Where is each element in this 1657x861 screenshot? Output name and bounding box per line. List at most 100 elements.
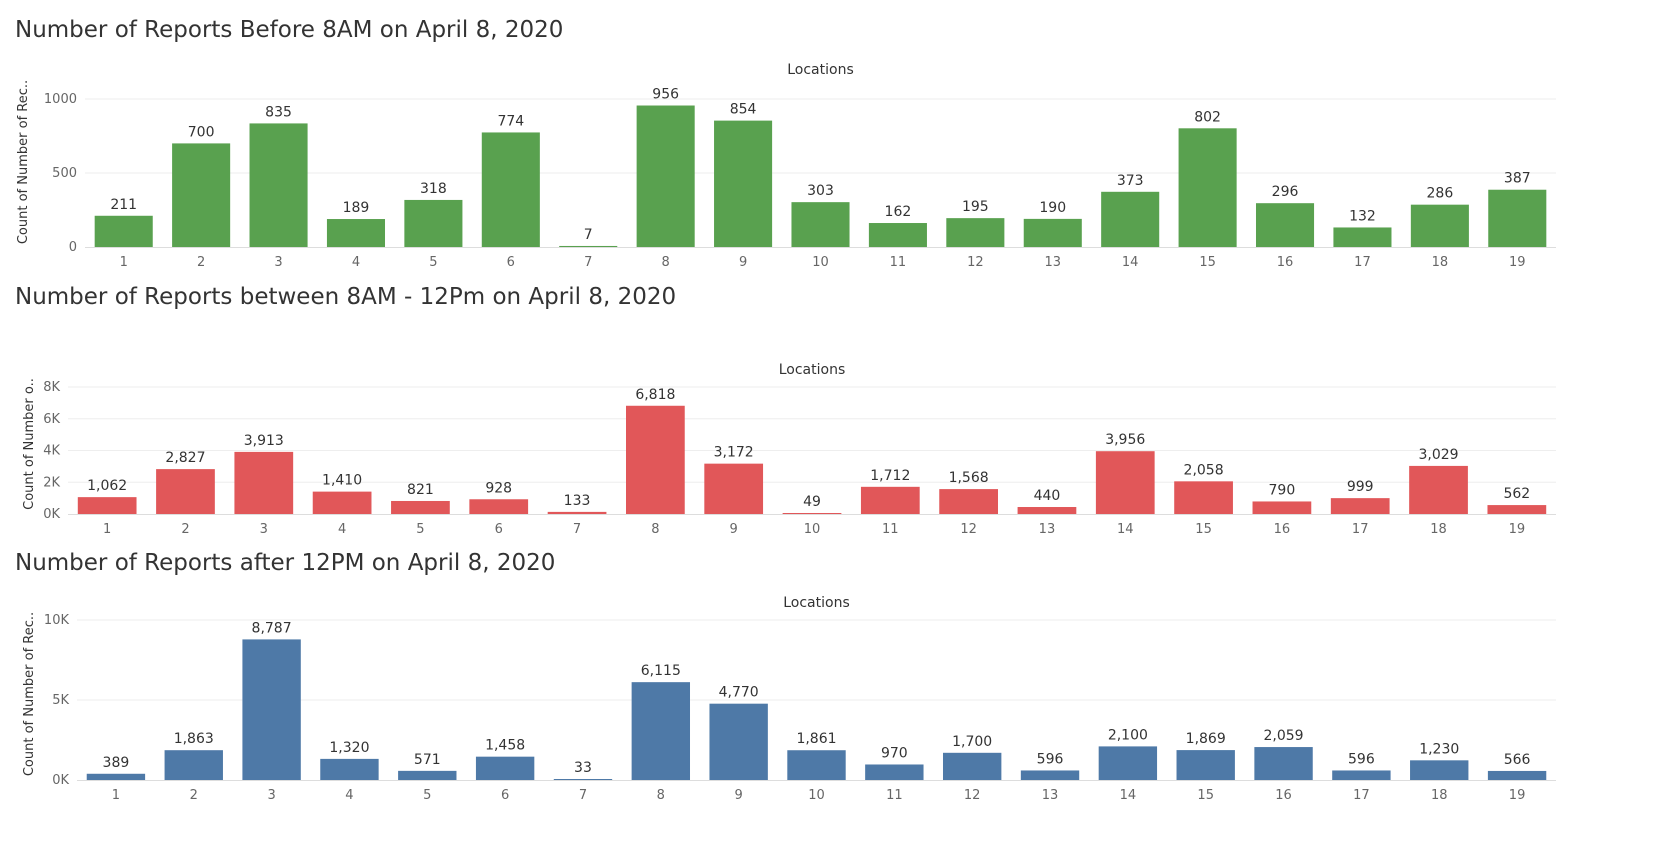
x-tick-label: 2 bbox=[190, 788, 198, 803]
x-tick-label: 5 bbox=[429, 255, 437, 270]
bar-value-label: 956 bbox=[652, 87, 679, 103]
bar-value-label: 132 bbox=[1349, 208, 1376, 224]
bar-value-label: 133 bbox=[564, 493, 591, 509]
bar bbox=[475, 756, 535, 780]
bar-value-label: 835 bbox=[265, 104, 292, 120]
x-tick-label: 10 bbox=[812, 255, 829, 270]
bar-value-label: 928 bbox=[485, 480, 512, 496]
bar-value-label: 33 bbox=[574, 760, 592, 776]
y-tick-label: 4K bbox=[43, 444, 60, 459]
bar bbox=[865, 764, 924, 780]
x-tick-label: 15 bbox=[1199, 255, 1216, 270]
bar bbox=[1255, 203, 1315, 247]
bar bbox=[791, 202, 850, 247]
bar bbox=[1023, 218, 1082, 247]
x-tick-label: 18 bbox=[1432, 255, 1449, 270]
bar bbox=[242, 639, 301, 780]
bar bbox=[553, 779, 613, 780]
bar-value-label: 1,863 bbox=[174, 731, 214, 747]
bar bbox=[1098, 746, 1158, 780]
bar-value-label: 596 bbox=[1037, 751, 1064, 767]
x-tick-label: 2 bbox=[197, 255, 205, 270]
bar-value-label: 970 bbox=[881, 745, 908, 761]
bar bbox=[404, 199, 463, 247]
x-tick-label: 11 bbox=[882, 522, 899, 537]
bar-value-label: 6,818 bbox=[635, 387, 675, 403]
x-tick-label: 15 bbox=[1197, 788, 1214, 803]
x-tick-label: 3 bbox=[267, 788, 275, 803]
y-tick-label: 0K bbox=[43, 507, 60, 522]
bar bbox=[234, 451, 294, 514]
bar-value-label: 440 bbox=[1034, 488, 1061, 504]
y-tick-label: 500 bbox=[52, 166, 77, 181]
chart-2: 0K 2K 4K 6K 8K Locations Count of Number o.. 1,… bbox=[22, 362, 1556, 537]
x-tick-label: 18 bbox=[1430, 522, 1447, 537]
x-tick-label: 8 bbox=[657, 788, 665, 803]
bar-value-label: 3,956 bbox=[1105, 432, 1145, 448]
x-tick-label: 4 bbox=[352, 255, 360, 270]
bar-value-label: 596 bbox=[1348, 751, 1375, 767]
bar bbox=[320, 758, 379, 780]
bar bbox=[1017, 507, 1077, 514]
chart-title-before-8am: Number of Reports Before 8AM on April 8,… bbox=[15, 17, 564, 43]
bar bbox=[1174, 481, 1233, 514]
x-tick-label: 1 bbox=[103, 522, 111, 537]
x-tick-label: 12 bbox=[967, 255, 984, 270]
x-tick-label: 1 bbox=[112, 788, 120, 803]
bar bbox=[1101, 191, 1160, 247]
x-tick-label: 6 bbox=[501, 788, 509, 803]
y-tick-label: 6K bbox=[43, 412, 60, 427]
x-tick-label: 18 bbox=[1431, 788, 1448, 803]
bar-value-label: 774 bbox=[497, 113, 524, 129]
bar bbox=[1178, 128, 1237, 247]
x-tick-label: 8 bbox=[651, 522, 659, 537]
bar bbox=[326, 219, 386, 247]
bar bbox=[868, 223, 927, 247]
x-tick-label: 4 bbox=[345, 788, 353, 803]
x-tick-label: 9 bbox=[739, 255, 747, 270]
bar bbox=[1330, 498, 1390, 514]
bar bbox=[1252, 501, 1312, 514]
x-tick-label: 7 bbox=[584, 255, 592, 270]
chart-3: 0K 5K 10K Locations Count of Number of Rec..… bbox=[22, 595, 1556, 803]
y-axis-label: Count of Number of Rec.. bbox=[22, 612, 37, 776]
x-tick-label: 7 bbox=[579, 788, 587, 803]
chart-1: 0 500 1000 Locations Count of Number of Rec.… bbox=[16, 62, 1556, 270]
bar bbox=[787, 750, 846, 780]
x-tick-label: 2 bbox=[181, 522, 189, 537]
bar bbox=[1332, 770, 1391, 780]
y-tick-label: 2K bbox=[43, 475, 60, 490]
y-tick-label: 0 bbox=[69, 240, 77, 255]
x-tick-label: 12 bbox=[960, 522, 977, 537]
x-tick-label: 11 bbox=[886, 788, 903, 803]
x-tick-label: 5 bbox=[423, 788, 431, 803]
x-tick-label: 16 bbox=[1277, 255, 1294, 270]
x-tick-label: 4 bbox=[338, 522, 346, 537]
bar-value-label: 2,058 bbox=[1184, 462, 1224, 478]
bar-value-label: 1,869 bbox=[1186, 731, 1226, 747]
bar bbox=[94, 215, 153, 247]
bar-value-label: 3,029 bbox=[1418, 447, 1458, 463]
bar-value-label: 1,458 bbox=[485, 738, 525, 754]
bar bbox=[946, 218, 1005, 247]
x-tick-label: 14 bbox=[1117, 522, 1134, 537]
bar bbox=[782, 513, 842, 514]
bar bbox=[156, 469, 215, 514]
bar-value-label: 3,172 bbox=[714, 445, 754, 461]
x-tick-label: 9 bbox=[730, 522, 738, 537]
x-header-label: Locations bbox=[783, 595, 850, 611]
x-tick-label: 10 bbox=[808, 788, 825, 803]
bar bbox=[704, 463, 764, 514]
bar bbox=[1488, 189, 1547, 247]
bar-value-label: 2,059 bbox=[1264, 728, 1304, 744]
bar-value-label: 195 bbox=[962, 199, 989, 215]
bar bbox=[709, 703, 768, 780]
bar bbox=[939, 489, 998, 514]
x-tick-label: 16 bbox=[1274, 522, 1291, 537]
x-tick-label: 6 bbox=[507, 255, 515, 270]
bar-value-label: 296 bbox=[1272, 184, 1299, 200]
bar-value-label: 3,913 bbox=[244, 433, 284, 449]
x-tick-label: 13 bbox=[1042, 788, 1059, 803]
x-tick-label: 19 bbox=[1509, 255, 1526, 270]
